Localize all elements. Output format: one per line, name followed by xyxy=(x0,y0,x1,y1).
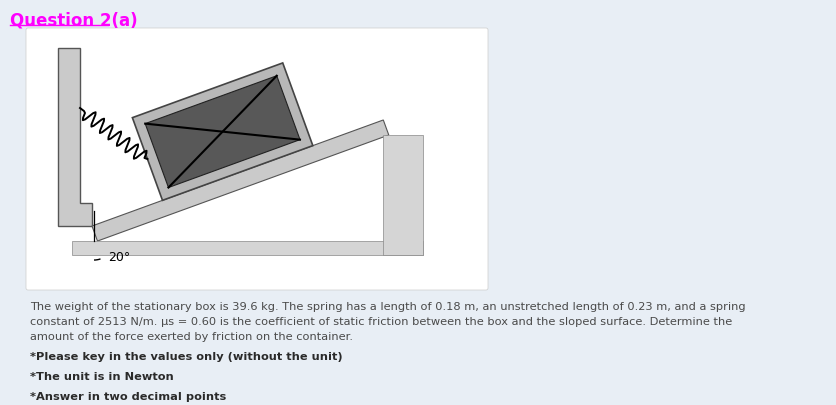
FancyBboxPatch shape xyxy=(26,28,487,290)
Polygon shape xyxy=(58,48,92,226)
Text: 20°: 20° xyxy=(108,251,130,264)
Polygon shape xyxy=(92,120,388,241)
Text: Question 2(a): Question 2(a) xyxy=(10,12,137,30)
Text: *The unit is in Newton: *The unit is in Newton xyxy=(30,372,174,382)
Text: *Answer in two decimal points: *Answer in two decimal points xyxy=(30,392,226,402)
Polygon shape xyxy=(132,63,313,200)
Text: The weight of the stationary box is 39.6 kg. The spring has a length of 0.18 m, : The weight of the stationary box is 39.6… xyxy=(30,302,745,312)
Text: *Please key in the values only (without the unit): *Please key in the values only (without … xyxy=(30,352,342,362)
Polygon shape xyxy=(145,76,299,188)
Polygon shape xyxy=(72,241,423,255)
Polygon shape xyxy=(383,135,423,255)
Text: constant of 2513 N/m. μs = 0.60 is the coefficient of static friction between th: constant of 2513 N/m. μs = 0.60 is the c… xyxy=(30,317,732,327)
Text: amount of the force exerted by friction on the container.: amount of the force exerted by friction … xyxy=(30,332,353,342)
